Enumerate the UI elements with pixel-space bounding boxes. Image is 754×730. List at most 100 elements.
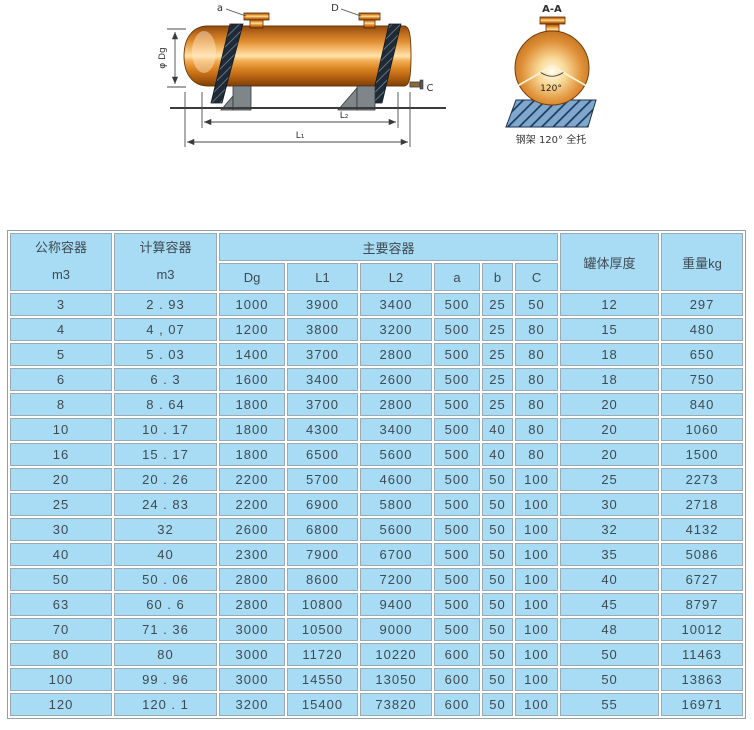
table-cell: 100 <box>515 668 559 691</box>
table-cell: 24 . 83 <box>114 493 217 516</box>
table-cell: 1060 <box>661 418 744 441</box>
table-cell: 1000 <box>219 293 285 316</box>
table-cell: 297 <box>661 293 744 316</box>
table-cell: 500 <box>434 343 480 366</box>
table-cell: 50 <box>515 293 559 316</box>
saddle-left <box>220 85 252 111</box>
table-cell: 3400 <box>287 368 358 391</box>
table-cell: 50 <box>482 468 513 491</box>
table-cell: 100 <box>515 618 559 641</box>
table-cell: 20 <box>10 468 112 491</box>
table-cell: 1500 <box>661 443 744 466</box>
table-cell: 63 <box>10 593 112 616</box>
table-cell: 500 <box>434 293 480 316</box>
table-cell: 25 <box>482 318 513 341</box>
table-cell: 500 <box>434 468 480 491</box>
table-cell: 600 <box>434 693 480 716</box>
table-cell: 25 <box>482 293 513 316</box>
leader-d <box>340 8 362 17</box>
table-cell: 40 <box>10 543 112 566</box>
dim-l2 <box>201 92 399 128</box>
table-cell: 10 . 17 <box>114 418 217 441</box>
strap-right-icon <box>370 23 402 104</box>
table-cell: 10220 <box>360 643 432 666</box>
table-row: 80 80 3000 11720 10220 600 50 100 50 11463 <box>10 643 744 666</box>
table-cell: 32 <box>114 518 217 541</box>
label-diameter: φ Dg <box>158 47 168 68</box>
table-cell: 6800 <box>287 518 358 541</box>
table-cell: 25 <box>482 368 513 391</box>
table-cell: 15 . 17 <box>114 443 217 466</box>
table-cell: 6900 <box>287 493 358 516</box>
table-cell: 40 <box>560 568 660 591</box>
col-header-nominal-line2: m3 <box>51 267 71 282</box>
table-cell: 500 <box>434 393 480 416</box>
table-cell: 500 <box>434 418 480 441</box>
table-cell: 30 <box>560 493 660 516</box>
table-cell: 500 <box>434 518 480 541</box>
table-cell: 100 <box>515 518 559 541</box>
table-cell: 20 <box>560 443 660 466</box>
table-cell: 500 <box>434 543 480 566</box>
table-cell: 50 <box>482 493 513 516</box>
table-cell: 50 <box>560 643 660 666</box>
table-cell: 2300 <box>219 543 285 566</box>
table-cell: 10 <box>10 418 112 441</box>
table-cell: 50 . 06 <box>114 568 217 591</box>
tank-diagram: φ Dg L₂ L₁ a D C A-A <box>0 0 754 228</box>
table-cell: 4600 <box>360 468 432 491</box>
table-cell: 6500 <box>287 443 358 466</box>
nozzle-d <box>358 12 381 29</box>
table-cell: 80 <box>515 368 559 391</box>
table-cell: 6700 <box>360 543 432 566</box>
table-cell: 4300 <box>287 418 358 441</box>
leader-a <box>225 8 247 17</box>
label-outlet-c: C <box>427 83 434 94</box>
table-cell: 9400 <box>360 593 432 616</box>
col-header-calculated-line2: m3 <box>156 267 175 282</box>
table-cell: 11720 <box>287 643 358 666</box>
table-cell: 2200 <box>219 468 285 491</box>
section-shell <box>514 30 590 106</box>
table-cell: 60 . 6 <box>114 593 217 616</box>
table-cell: 1800 <box>219 418 285 441</box>
outlet-c <box>409 79 424 90</box>
strap-left-icon <box>210 23 244 104</box>
table-cell: 840 <box>661 393 744 416</box>
table-cell: 100 <box>515 468 559 491</box>
table-cell: 6 <box>10 368 112 391</box>
table-cell: 5800 <box>360 493 432 516</box>
table-cell: 80 <box>515 418 559 441</box>
col-header-b: b <box>482 263 513 291</box>
table-cell: 2200 <box>219 493 285 516</box>
table-cell: 80 <box>10 643 112 666</box>
table-row: 120 120 . 1 3200 15400 73820 600 50 100 55 16971 <box>10 693 744 716</box>
spec-table: 公称容器 m3 计算容器 m3 主要容器 罐体厚度 重量kg Dg L1 L2 … <box>7 230 747 719</box>
col-header-nominal: 公称容器 m3 <box>10 233 112 291</box>
table-cell: 8 <box>10 393 112 416</box>
label-section-title: A-A <box>542 4 562 15</box>
table-cell: 1800 <box>219 443 285 466</box>
table-cell: 13863 <box>661 668 744 691</box>
col-header-l1: L1 <box>287 263 358 291</box>
table-row: 30 32 2600 6800 5600 500 50 100 32 4132 <box>10 518 744 541</box>
table-cell: 5600 <box>360 518 432 541</box>
label-nozzle-d: D <box>331 3 339 14</box>
table-row: 10 10 . 17 1800 4300 3400 500 40 80 20 1060 <box>10 418 744 441</box>
col-header-main-group: 主要容器 <box>219 233 559 261</box>
table-cell: 5600 <box>360 443 432 466</box>
table-cell: 40 <box>482 418 513 441</box>
table-row: 20 20 . 26 2200 5700 4600 500 50 100 25 2273 <box>10 468 744 491</box>
dim-diameter <box>167 28 186 88</box>
table-cell: 1200 <box>219 318 285 341</box>
table-cell: 18 <box>560 343 660 366</box>
table-cell: 10012 <box>661 618 744 641</box>
head-highlight <box>192 31 216 73</box>
table-cell: 12 <box>560 293 660 316</box>
label-nozzle-a: a <box>217 3 223 14</box>
table-row: 40 40 2300 7900 6700 500 50 100 35 5086 <box>10 543 744 566</box>
tank-body <box>183 25 412 87</box>
table-cell: 50 <box>482 693 513 716</box>
table-cell: 20 <box>560 418 660 441</box>
